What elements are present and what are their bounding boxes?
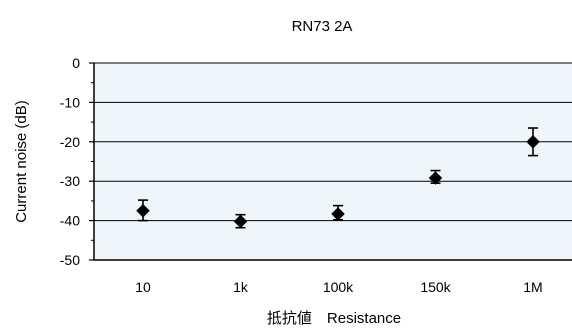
plot-area xyxy=(94,63,572,260)
chart-title: RN73 2A xyxy=(292,18,353,35)
x-tick-label: 10 xyxy=(135,279,151,295)
x-tick-label: 1k xyxy=(233,279,249,295)
x-axis-label: 抵抗値 Resistance xyxy=(267,310,401,326)
y-axis-ticks: 0 -10 -20 -30 -40 -50 xyxy=(60,55,94,268)
data-point-marker xyxy=(233,214,248,229)
y-tick-label: 0 xyxy=(72,55,80,71)
data-point-marker xyxy=(331,207,345,221)
x-tick-label: 1M xyxy=(523,279,542,295)
y-tick-label: -20 xyxy=(60,134,80,150)
x-axis-ticks: 10 1k 100k 150k 1M xyxy=(135,279,543,295)
x-tick-label: 100k xyxy=(323,279,354,295)
y-tick-label: -30 xyxy=(60,173,80,189)
x-tick-label: 150k xyxy=(420,279,451,295)
data-points xyxy=(136,134,540,229)
y-tick-label: -40 xyxy=(60,213,80,229)
data-point-marker xyxy=(428,171,443,185)
y-tick-label: -50 xyxy=(60,252,80,268)
data-point-marker xyxy=(526,134,540,149)
data-point-marker xyxy=(136,203,150,218)
y-tick-label: -10 xyxy=(60,94,80,110)
y-axis-label: Current noise (dB) xyxy=(13,100,30,223)
